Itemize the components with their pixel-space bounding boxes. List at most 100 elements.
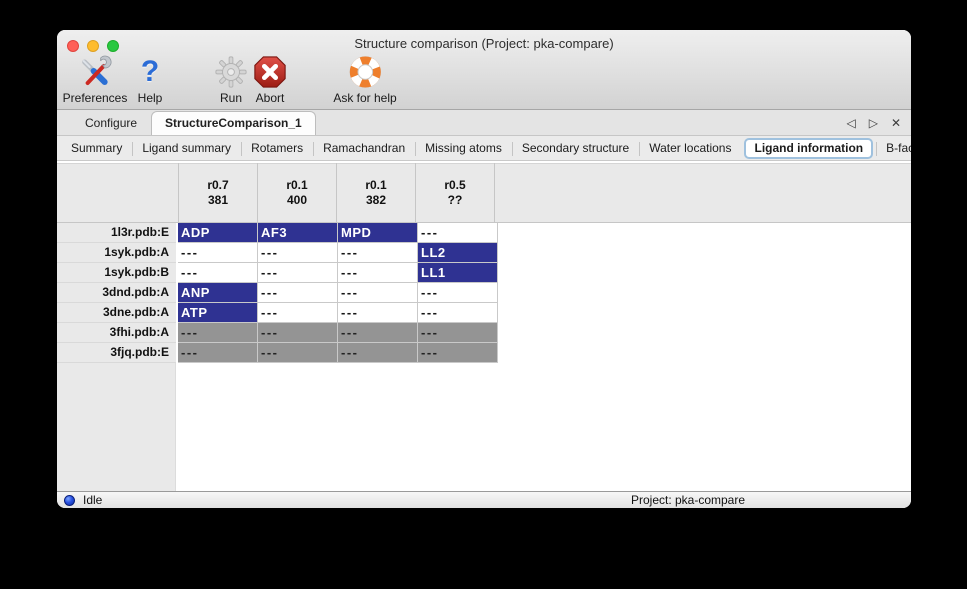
column-header-cell[interactable]: r0.7 381	[179, 163, 258, 223]
table-row: 3dne.pdb:A ATP --- --- ---	[57, 303, 498, 323]
ligand-cell[interactable]: ---	[418, 323, 498, 343]
ligand-cell[interactable]: ---	[178, 323, 258, 343]
tab-controls: ◁ ▷ ✕	[846, 116, 911, 135]
ligand-cell[interactable]: ---	[178, 243, 258, 263]
subtab-secondary-structure[interactable]: Secondary structure	[511, 137, 639, 159]
row-label[interactable]: 3dne.pdb:A	[57, 303, 176, 323]
structure-comparison-window: Structure comparison (Project: pka-compa…	[57, 30, 911, 508]
table-row: 3fhi.pdb:A --- --- --- ---	[57, 323, 498, 343]
status-indicator-icon	[64, 495, 75, 506]
ligand-cell[interactable]: AF3	[258, 223, 338, 243]
ligand-cell[interactable]: ---	[418, 223, 498, 243]
run-label: Run	[219, 91, 242, 105]
tab-prev-icon[interactable]: ◁	[846, 116, 856, 130]
subtab-ramachandran[interactable]: Ramachandran	[313, 137, 415, 159]
table-row: 1syk.pdb:A --- --- --- LL2	[57, 243, 498, 263]
ligand-cell[interactable]: ---	[258, 263, 338, 283]
row-label[interactable]: 1syk.pdb:B	[57, 263, 176, 283]
ligand-cell[interactable]: ---	[338, 263, 418, 283]
subtab-bar: Summary Ligand summary Rotamers Ramachandra…	[57, 136, 911, 161]
ligand-cell[interactable]: ANP	[178, 283, 258, 303]
question-mark-icon: ?	[140, 55, 160, 88]
column-header-line1: r0.1	[286, 178, 308, 192]
subtab-ligand-information[interactable]: Ligand information	[744, 137, 874, 159]
tab-structurecomparison-1[interactable]: StructureComparison_1	[151, 111, 316, 135]
status-text: Idle	[83, 493, 103, 507]
column-header-line1: r0.1	[365, 178, 387, 192]
title-bar: Structure comparison (Project: pka-compa…	[57, 30, 911, 110]
project-label: Project: pka-compare	[630, 493, 746, 507]
ligand-cell[interactable]: ---	[178, 343, 258, 363]
ligand-cell[interactable]: ---	[258, 283, 338, 303]
run-button[interactable]: Run	[214, 54, 248, 105]
subtab-ligand-summary[interactable]: Ligand summary	[132, 137, 241, 159]
tools-icon	[63, 54, 128, 90]
ligand-cell[interactable]: LL1	[418, 263, 498, 283]
table-row: 3dnd.pdb:A ANP --- --- ---	[57, 283, 498, 303]
tab-bar: Configure StructureComparison_1 ◁ ▷ ✕	[57, 110, 911, 136]
row-label[interactable]: 3dnd.pdb:A	[57, 283, 176, 303]
subtab-rotamers[interactable]: Rotamers	[241, 137, 313, 159]
row-label[interactable]: 3fhi.pdb:A	[57, 323, 176, 343]
status-bar: Idle Project: pka-compare	[57, 491, 911, 508]
tab-next-icon[interactable]: ▷	[868, 116, 878, 130]
ask-for-help-label: Ask for help	[333, 91, 397, 105]
zoom-window-button[interactable]	[107, 40, 119, 52]
ligand-information-panel: r0.7 381 r0.1 400 r0.1 382 r0.5?? 1l3r.pdb:E AD…	[57, 161, 911, 491]
ligand-cell[interactable]: MPD	[338, 223, 418, 243]
lifebuoy-icon	[333, 54, 396, 90]
ligand-cell[interactable]: ---	[338, 303, 418, 323]
column-headers: r0.7 381 r0.1 400 r0.1 382 r0.5??	[178, 163, 495, 223]
ligand-table: 1l3r.pdb:E ADP AF3 MPD --- 1syk.pdb:A --- --- --…	[57, 223, 498, 363]
ligand-cell[interactable]: ---	[418, 283, 498, 303]
ligand-cell[interactable]: LL2	[418, 243, 498, 263]
ligand-cell[interactable]: ---	[338, 343, 418, 363]
help-label: Help	[137, 91, 163, 105]
column-header-cell[interactable]: r0.5??	[416, 163, 495, 223]
ligand-cell[interactable]: ATP	[178, 303, 258, 323]
ligand-cell[interactable]: ---	[258, 323, 338, 343]
row-label[interactable]: 3fjq.pdb:E	[57, 343, 176, 363]
column-header-line1: r0.7	[207, 178, 229, 192]
column-header-line2: ??	[447, 193, 463, 207]
ligand-cell[interactable]: ---	[338, 323, 418, 343]
table-row: 3fjq.pdb:E --- --- --- ---	[57, 343, 498, 363]
gear-icon	[214, 54, 248, 90]
subtab-summary[interactable]: Summary	[71, 141, 123, 155]
table-row: 1syk.pdb:B --- --- --- LL1	[57, 263, 498, 283]
row-label[interactable]: 1syk.pdb:A	[57, 243, 176, 263]
ligand-cell[interactable]: ---	[338, 283, 418, 303]
row-label[interactable]: 1l3r.pdb:E	[57, 223, 176, 243]
abort-label: Abort	[255, 91, 285, 105]
preferences-label: Preferences	[62, 91, 128, 105]
subtab-missing-atoms[interactable]: Missing atoms	[415, 137, 512, 159]
subtab-water-locations[interactable]: Water locations	[639, 137, 741, 159]
subtab-b-factors[interactable]: B-factors	[876, 137, 911, 159]
help-button[interactable]: ? Help	[138, 54, 163, 105]
column-header-line1: r0.5	[444, 178, 466, 192]
minimize-window-button[interactable]	[87, 40, 99, 52]
column-header-line2: 382	[365, 193, 387, 207]
tab-configure[interactable]: Configure	[85, 116, 138, 130]
column-header-cell[interactable]: r0.1 400	[258, 163, 337, 223]
tab-close-icon[interactable]: ✕	[890, 116, 901, 130]
column-header-line2: 381	[207, 193, 229, 207]
ligand-cell[interactable]: ---	[258, 303, 338, 323]
ligand-cell[interactable]: ---	[418, 343, 498, 363]
column-header-line2: 400	[286, 193, 308, 207]
ligand-cell[interactable]: ---	[258, 343, 338, 363]
column-header-band	[57, 163, 911, 223]
ligand-cell[interactable]: ADP	[178, 223, 258, 243]
table-row: 1l3r.pdb:E ADP AF3 MPD ---	[57, 223, 498, 243]
ligand-cell[interactable]: ---	[418, 303, 498, 323]
close-window-button[interactable]	[67, 40, 79, 52]
stop-icon	[253, 54, 287, 90]
column-header-cell[interactable]: r0.1 382	[337, 163, 416, 223]
ligand-cell[interactable]: ---	[338, 243, 418, 263]
ligand-cell[interactable]: ---	[178, 263, 258, 283]
abort-button[interactable]: Abort	[253, 54, 287, 105]
ligand-cell[interactable]: ---	[258, 243, 338, 263]
ask-for-help-button[interactable]: Ask for help	[333, 54, 397, 105]
preferences-button[interactable]: Preferences	[62, 54, 128, 105]
